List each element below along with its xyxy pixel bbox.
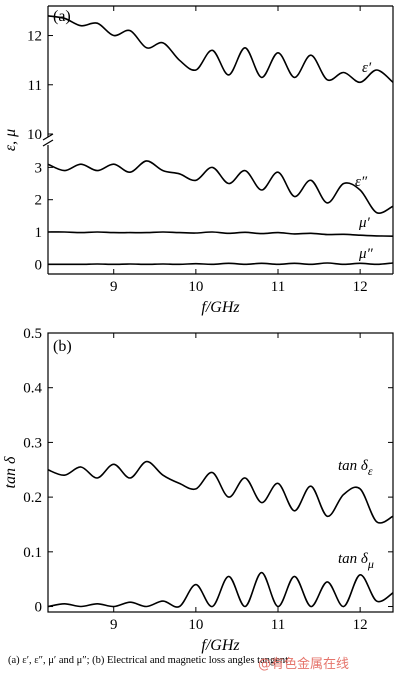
series-label-2: ε″ bbox=[355, 174, 368, 190]
x-tick-label: 9 bbox=[110, 617, 118, 633]
series-line-1 bbox=[47, 15, 394, 84]
y-tick-label: 0.1 bbox=[23, 545, 42, 561]
y-tick-label: 1 bbox=[35, 225, 43, 241]
y-tick-label: 0.4 bbox=[23, 381, 42, 397]
series-label-1: ε′ bbox=[362, 60, 372, 76]
axes-frame-b bbox=[47, 332, 394, 613]
y-tick-label: 0.3 bbox=[23, 435, 42, 451]
panel-label-b: (b) bbox=[53, 338, 72, 355]
series-line-1 bbox=[47, 460, 394, 524]
x-tick-label: 10 bbox=[188, 617, 203, 633]
x-axis-label: f/GHz bbox=[201, 299, 240, 316]
y-tick-label: 0.5 bbox=[23, 326, 42, 342]
series-line-2 bbox=[47, 571, 394, 608]
x-tick-label: 9 bbox=[110, 279, 118, 295]
y-tick-label: 3 bbox=[35, 160, 43, 176]
y-tick-label: 10 bbox=[27, 127, 42, 143]
x-axis-label: f/GHz bbox=[201, 637, 240, 654]
series-label-4: μ″ bbox=[358, 246, 374, 262]
y-tick-label: 0 bbox=[35, 600, 43, 616]
y-tick-label: 0.2 bbox=[23, 490, 42, 506]
axis-break-mark bbox=[42, 139, 54, 147]
x-tick-label: 10 bbox=[188, 279, 203, 295]
series-line-2 bbox=[47, 160, 394, 214]
y-tick-label: 0 bbox=[35, 257, 43, 273]
series-line-3 bbox=[47, 231, 394, 237]
series-label-2: tan δμ bbox=[338, 551, 374, 571]
x-tick-label: 12 bbox=[353, 617, 368, 633]
panel-label-a: (a) bbox=[53, 8, 71, 25]
series-line-4 bbox=[48, 262, 394, 266]
axes-frame-a bbox=[42, 5, 394, 275]
axis-break-mark bbox=[42, 133, 54, 141]
x-tick-label: 11 bbox=[271, 279, 285, 295]
series-label-1: tan δε bbox=[338, 458, 373, 478]
x-tick-label: 12 bbox=[353, 279, 368, 295]
series-label-3: μ′ bbox=[358, 215, 371, 231]
figure-caption: (a) ε′, ε″, μ′ and μ″; (b) Electrical an… bbox=[8, 655, 289, 666]
watermark: @有色金属在线 bbox=[258, 657, 350, 672]
y-tick-label: 2 bbox=[35, 193, 43, 209]
x-tick-label: 11 bbox=[271, 617, 285, 633]
y-tick-label: 11 bbox=[28, 78, 42, 94]
y-axis-label: ε, μ bbox=[2, 129, 19, 151]
y-axis-label: tan δ bbox=[2, 456, 19, 488]
y-tick-label: 12 bbox=[27, 29, 42, 45]
